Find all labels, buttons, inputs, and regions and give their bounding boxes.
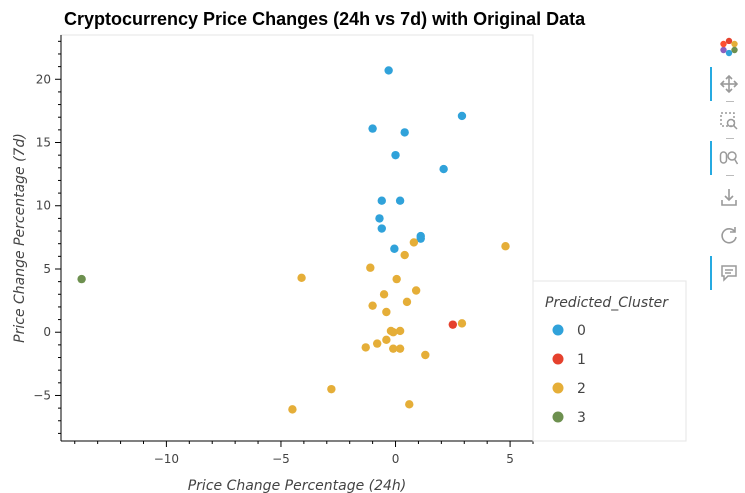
plot-toolbar — [706, 30, 745, 310]
data-point-cluster-2[interactable] — [400, 250, 409, 260]
reset-icon[interactable] — [718, 224, 740, 246]
data-point-cluster-0[interactable] — [439, 164, 448, 174]
wheel-zoom-active-indicator — [710, 141, 712, 175]
data-point-cluster-0[interactable] — [377, 224, 386, 233]
data-point-cluster-0[interactable] — [391, 150, 400, 160]
data-point-cluster-0[interactable] — [416, 234, 425, 243]
y-tick-label: 5 — [43, 262, 51, 276]
data-point-cluster-2[interactable] — [402, 297, 412, 307]
toolbar-separator — [726, 101, 734, 102]
data-point-cluster-2[interactable] — [421, 350, 430, 360]
data-point-cluster-2[interactable] — [392, 274, 401, 284]
data-point-cluster-2[interactable] — [389, 328, 398, 337]
data-point-cluster-2[interactable] — [327, 384, 336, 394]
data-point-cluster-0[interactable] — [400, 128, 409, 137]
legend-marker-cluster-1 — [552, 353, 564, 365]
data-point-cluster-1[interactable] — [448, 320, 458, 329]
data-point-cluster-2[interactable] — [405, 400, 414, 409]
legend-label-cluster-1: 1 — [577, 352, 586, 368]
legend-marker-cluster-3 — [552, 411, 564, 423]
chart-title: Cryptocurrency Price Changes (24h vs 7d)… — [64, 9, 586, 29]
data-point-cluster-2[interactable] — [372, 339, 382, 348]
legend-label-cluster-2: 2 — [577, 381, 586, 397]
legend-marker-cluster-0 — [552, 324, 564, 336]
data-point-cluster-2[interactable] — [297, 273, 306, 283]
y-tick-label: 0 — [43, 325, 51, 339]
data-point-cluster-2[interactable] — [457, 319, 467, 328]
data-point-cluster-2[interactable] — [389, 344, 398, 353]
data-point-cluster-0[interactable] — [368, 124, 377, 133]
data-point-cluster-0[interactable] — [377, 196, 386, 205]
x-axis-label: Price Change Percentage (24h) — [188, 478, 407, 493]
data-point-cluster-0[interactable] — [395, 196, 405, 205]
y-axis-label: Price Change Percentage (7d) — [12, 133, 28, 343]
y-tick-label: 20 — [36, 72, 51, 86]
legend-items: 0 1 2 3 — [552, 323, 586, 426]
data-point-cluster-0[interactable] — [457, 111, 467, 121]
data-point-cluster-2[interactable] — [501, 242, 510, 251]
data-point-cluster-2[interactable] — [288, 405, 297, 414]
hover-icon[interactable] — [718, 262, 740, 284]
box-zoom-icon[interactable] — [718, 110, 740, 132]
x-tick-label: −5 — [272, 452, 290, 466]
x-axis: −10 −5 0 5 — [61, 440, 534, 466]
pan-active-indicator — [710, 67, 712, 101]
data-point-cluster-2[interactable] — [382, 335, 391, 345]
data-point-cluster-0[interactable] — [375, 214, 384, 223]
data-point-cluster-2[interactable] — [366, 263, 375, 272]
legend: Predicted_Cluster 0 1 2 3 — [532, 280, 687, 442]
data-point-cluster-2[interactable] — [382, 307, 391, 317]
y-axis: −5 0 5 10 15 20 — [33, 35, 62, 441]
data-point-cluster-2[interactable] — [395, 344, 405, 353]
toolbar-separator — [726, 175, 734, 176]
data-point-cluster-2[interactable] — [379, 290, 389, 299]
data-points — [77, 66, 510, 414]
wheel-zoom-icon[interactable] — [718, 147, 740, 169]
legend-marker-cluster-2 — [552, 382, 564, 394]
save-icon[interactable] — [718, 186, 740, 208]
bokeh-logo-icon[interactable] — [718, 36, 740, 58]
x-tick-label: −10 — [154, 452, 179, 466]
toolbar-separator — [726, 138, 734, 139]
data-point-cluster-2[interactable] — [411, 286, 421, 295]
hover-active-indicator — [710, 256, 712, 290]
pan-icon[interactable] — [718, 73, 740, 95]
data-point-cluster-0[interactable] — [390, 244, 399, 253]
legend-title: Predicted_Cluster — [545, 295, 669, 311]
y-tick-label: −5 — [33, 388, 51, 402]
data-point-cluster-2[interactable] — [368, 301, 377, 310]
data-point-cluster-2[interactable] — [361, 343, 370, 352]
data-point-cluster-2[interactable] — [409, 238, 419, 247]
legend-label-cluster-0: 0 — [577, 323, 586, 339]
data-point-cluster-0[interactable] — [384, 66, 393, 75]
legend-label-cluster-3: 3 — [577, 410, 586, 426]
plot-frame[interactable] — [60, 34, 534, 442]
y-tick-label: 10 — [36, 199, 51, 213]
data-point-cluster-2[interactable] — [395, 326, 405, 336]
data-point-cluster-3[interactable] — [77, 274, 86, 284]
x-tick-label: 5 — [506, 452, 514, 466]
x-tick-label: 0 — [392, 452, 400, 466]
y-tick-label: 15 — [36, 136, 51, 150]
